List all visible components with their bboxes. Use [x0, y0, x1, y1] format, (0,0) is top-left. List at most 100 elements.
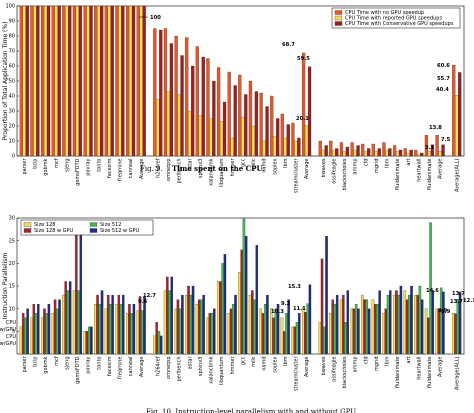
x-tick-label: canneal	[128, 357, 134, 377]
bar	[89, 5, 93, 157]
bar	[51, 313, 55, 355]
bar	[435, 308, 438, 355]
bar	[54, 5, 58, 157]
bar	[32, 304, 36, 355]
bar	[141, 310, 144, 355]
x-tick-label: Average	[139, 357, 145, 378]
y-tick-text: w/GPU	[0, 341, 16, 347]
bar	[109, 304, 112, 355]
x-tick-label: h264ref	[155, 356, 161, 376]
bar	[399, 285, 403, 355]
bar	[83, 5, 87, 157]
x-tick-label: gobmk	[43, 158, 49, 175]
bar	[270, 308, 273, 355]
y-tick-label: 80	[9, 34, 15, 40]
bar	[280, 113, 284, 157]
bar	[424, 135, 429, 157]
x-tick-label: fluidanimate	[427, 357, 433, 388]
x-tick-label: astar	[187, 356, 193, 370]
x-tick-label: hmmer	[230, 356, 236, 375]
bar	[87, 326, 91, 355]
y-tick-text: CPU	[6, 320, 17, 326]
bar	[110, 5, 114, 157]
bar	[195, 46, 199, 157]
bar	[386, 294, 390, 355]
bar	[219, 121, 224, 157]
bar	[159, 335, 163, 355]
bar	[155, 322, 158, 355]
bar	[321, 149, 325, 157]
bar	[339, 299, 343, 355]
bar	[233, 85, 237, 157]
bar	[85, 331, 89, 355]
bar	[98, 304, 102, 355]
bar	[342, 151, 347, 157]
bar	[208, 313, 212, 355]
data-label: 60.6	[437, 63, 450, 69]
bar	[238, 272, 241, 355]
bar	[75, 5, 80, 157]
x-tick-label: mgrid	[374, 159, 380, 174]
bar	[301, 52, 306, 157]
annotation-label: 100	[150, 15, 161, 21]
bar	[276, 304, 280, 355]
bar	[72, 5, 77, 157]
bar	[30, 317, 33, 355]
bar	[96, 294, 99, 355]
x-tick-label: heartwall	[416, 357, 422, 380]
data-label: 8.9	[441, 309, 451, 315]
bar	[294, 140, 298, 157]
bar	[200, 299, 203, 355]
bar	[248, 294, 252, 355]
bar	[241, 116, 245, 157]
bar	[104, 308, 108, 355]
bar	[332, 149, 336, 157]
bar	[406, 152, 410, 157]
y-tick-label: 20	[9, 261, 15, 267]
bar	[111, 294, 114, 355]
bar	[371, 143, 375, 157]
x-tick-label: streamcluster	[294, 158, 300, 193]
data-label: 15.3	[288, 284, 301, 290]
x-tick-label: ammp	[353, 159, 359, 175]
bar	[376, 304, 379, 355]
bar	[253, 299, 256, 355]
y-axis-label: Instruction Parallelism	[2, 253, 9, 320]
bar	[331, 299, 334, 355]
data-label: 20.1	[296, 116, 309, 122]
bar	[219, 281, 222, 355]
bar	[119, 304, 123, 355]
data-label: 40.4	[436, 87, 449, 93]
bar	[442, 291, 445, 355]
bar	[64, 281, 67, 355]
bar	[361, 294, 364, 355]
bar	[458, 72, 462, 157]
bar	[26, 308, 29, 355]
x-tick-label: libquantum	[219, 158, 225, 187]
bar	[452, 313, 455, 355]
bar	[197, 299, 201, 355]
bar	[308, 284, 312, 355]
bar	[335, 294, 339, 355]
x-tick-label: perlbench	[177, 159, 183, 184]
y-tick-label: 15	[9, 284, 15, 290]
bar	[130, 313, 133, 355]
bar	[420, 152, 424, 157]
y-tick-label: 30	[9, 216, 15, 222]
bar	[168, 290, 171, 355]
bar	[68, 5, 72, 157]
legend-entry: Size 512 w GPU	[100, 228, 140, 234]
x-tick-label: facesim	[107, 158, 113, 178]
data-label: 68.7	[282, 42, 295, 48]
legend-swatch	[334, 15, 343, 21]
bar	[282, 331, 286, 355]
data-label: 9.2	[281, 301, 291, 307]
y-tick-text: CPU	[6, 334, 17, 340]
x-tick-label: lbm	[385, 158, 391, 168]
y-tick-label: 100	[5, 4, 15, 10]
bar	[431, 290, 435, 355]
bar	[19, 326, 23, 355]
x-tick-label: bwaves	[321, 356, 327, 375]
bar	[320, 258, 324, 355]
bar	[62, 5, 66, 157]
